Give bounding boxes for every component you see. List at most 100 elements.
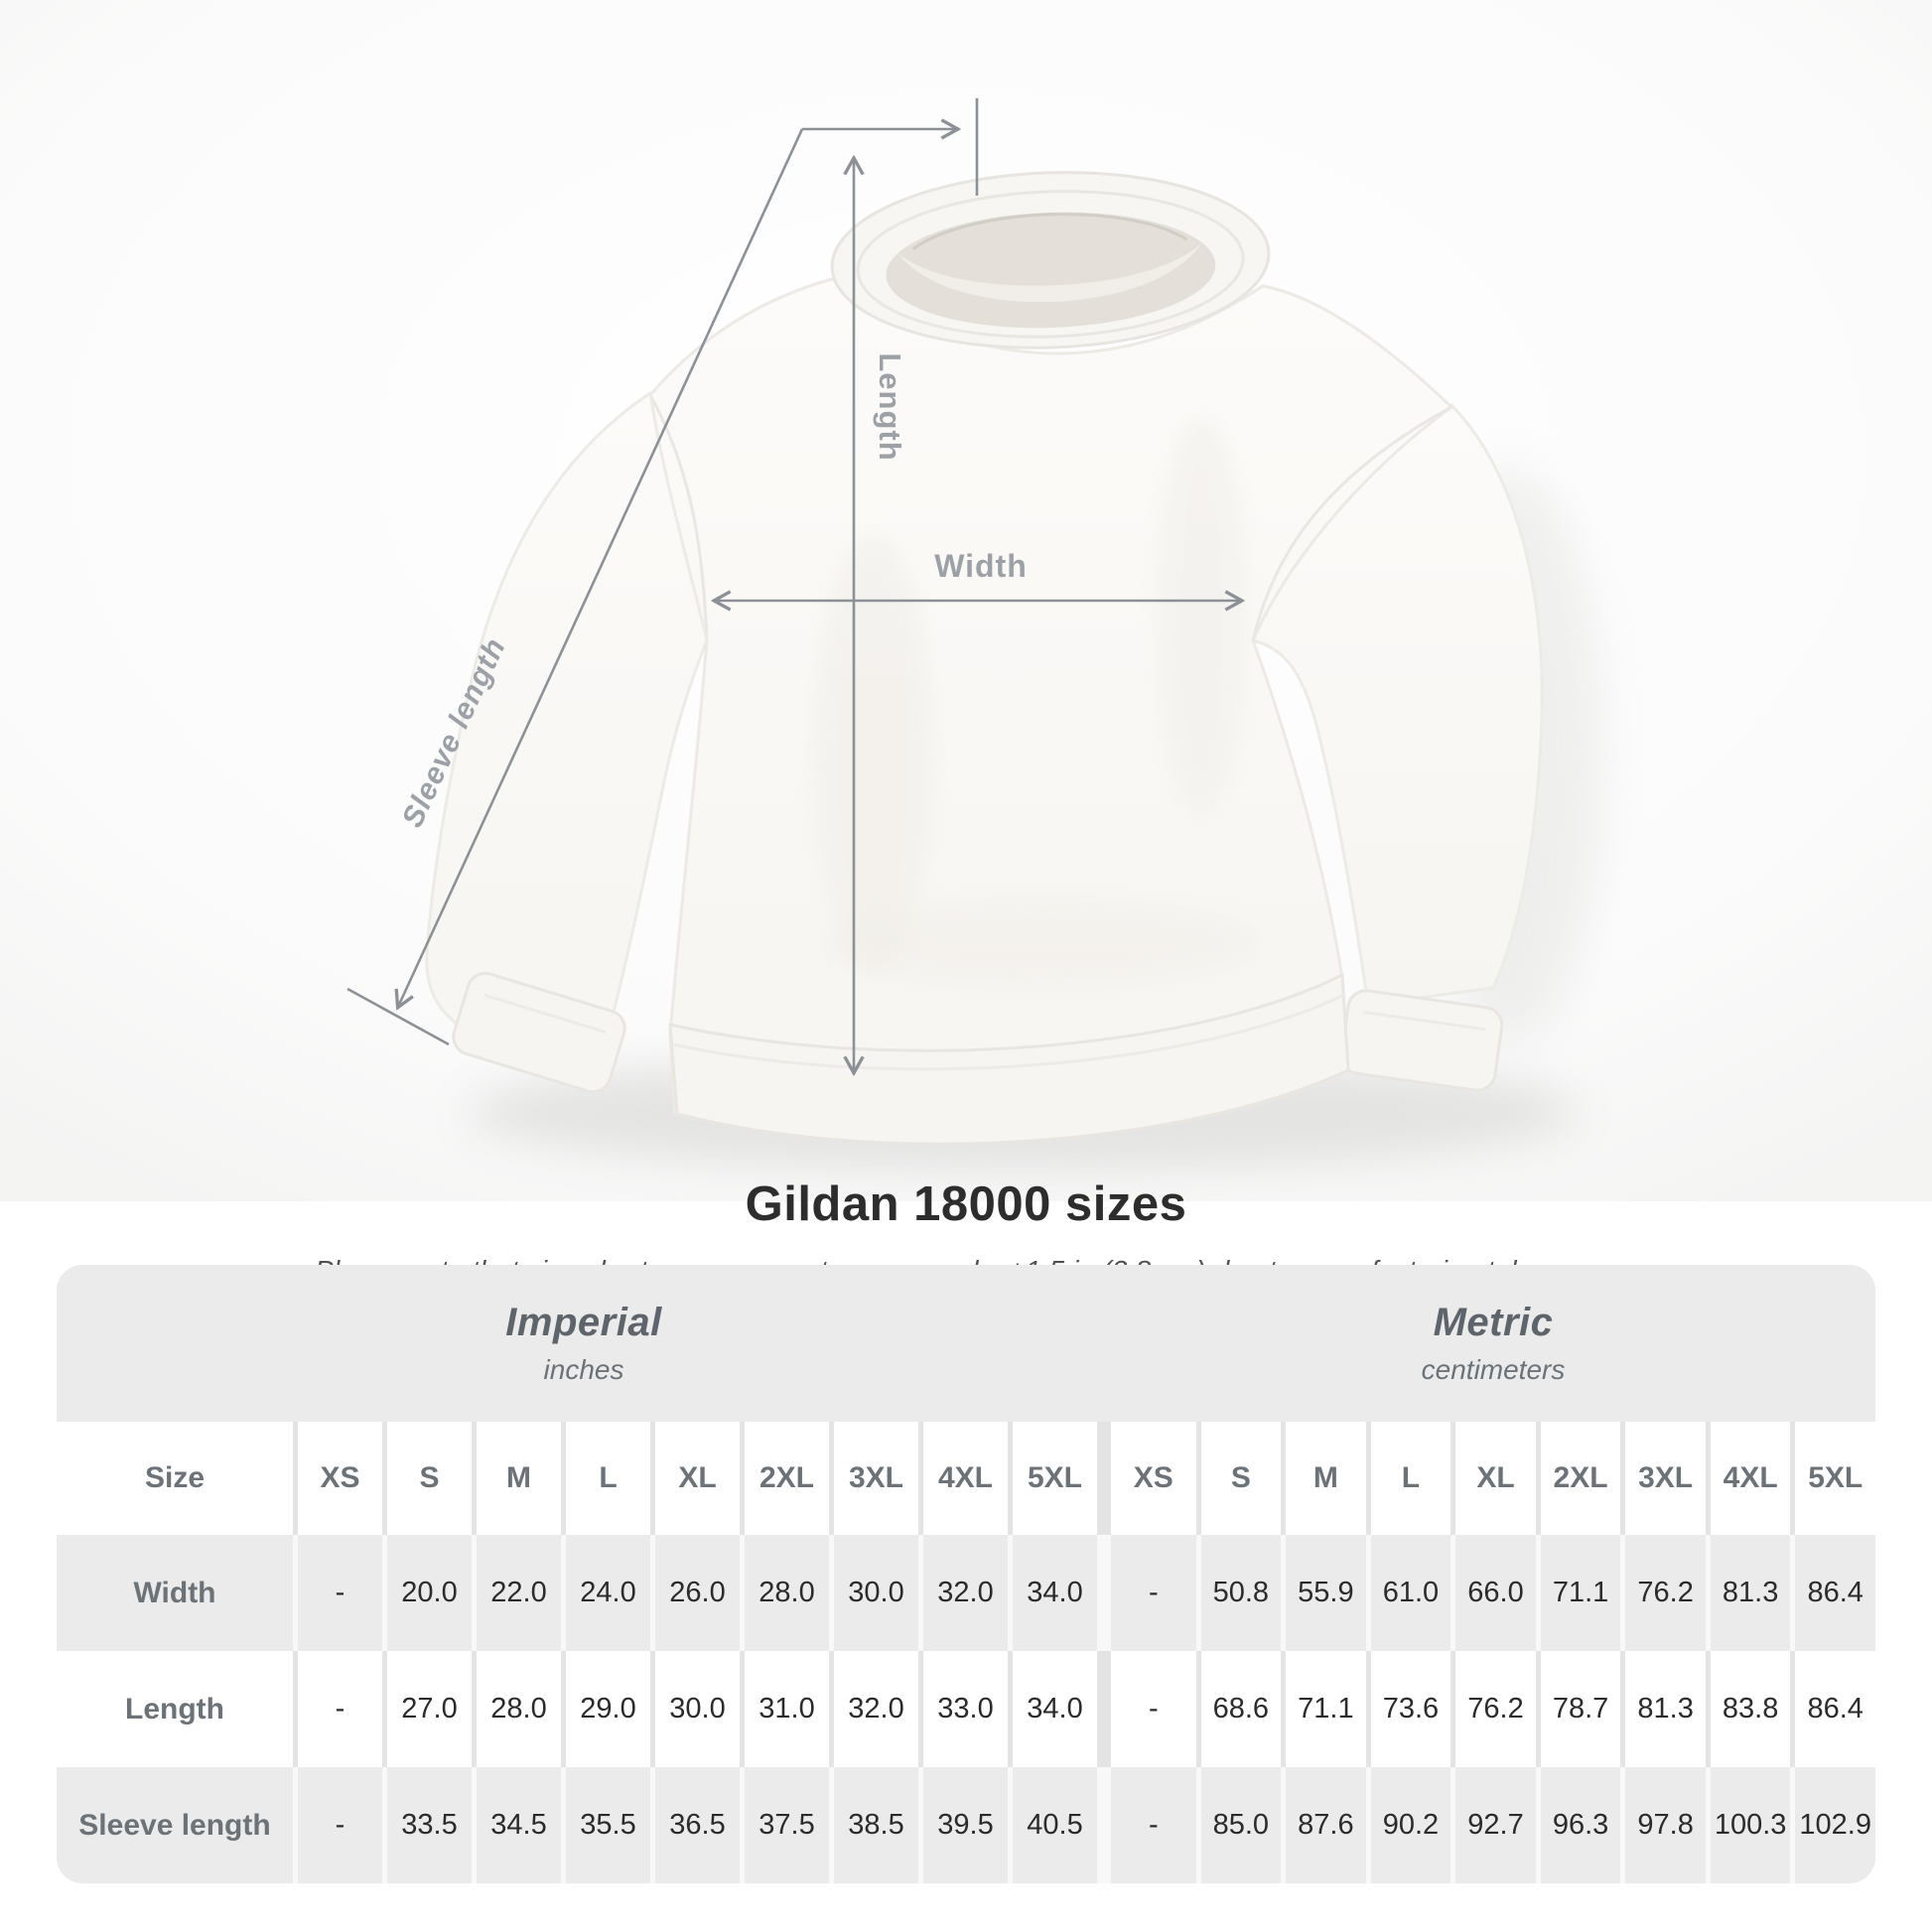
size-header: 5XL bbox=[1790, 1422, 1875, 1535]
row-width: Width - 20.0 22.0 24.0 26.0 28.0 30.0 32… bbox=[57, 1535, 1875, 1651]
collar-inner-light bbox=[897, 242, 1202, 303]
length-annotation-label: Length bbox=[873, 352, 907, 461]
value-cell: 90.2 bbox=[1365, 1767, 1451, 1883]
value-cell: - bbox=[1148, 1809, 1159, 1841]
waistband-seam bbox=[672, 993, 1345, 1071]
value-cell: 55.9 bbox=[1281, 1535, 1366, 1651]
size-header: 5XL bbox=[1008, 1422, 1097, 1535]
size-header: XL bbox=[1450, 1422, 1536, 1535]
value-cell: - bbox=[293, 1535, 382, 1651]
value-cell: 27.0 bbox=[382, 1651, 472, 1767]
value-cell: - bbox=[293, 1767, 382, 1883]
value-cell: 40.5 bbox=[1008, 1767, 1097, 1883]
back-neck-seam bbox=[911, 212, 1188, 251]
row-label: Width bbox=[133, 1576, 216, 1609]
unit-group-header: Imperial inches Metric centimeters bbox=[57, 1265, 1875, 1422]
value-cell: 81.3 bbox=[1620, 1651, 1706, 1767]
fold-shading bbox=[824, 898, 1261, 988]
header-row: Size XS S M L XL 2XL 3XL 4XL 5XL XS S M … bbox=[57, 1422, 1875, 1535]
right-cuff-rib bbox=[1363, 1011, 1486, 1032]
value-cell: 33.5 bbox=[382, 1767, 472, 1883]
value-cell: 86.4 bbox=[1790, 1535, 1875, 1651]
unit-divider bbox=[1097, 1651, 1111, 1767]
size-header: L bbox=[561, 1422, 650, 1535]
value-cell: 85.0 bbox=[1195, 1767, 1282, 1883]
size-header: M bbox=[1281, 1422, 1366, 1535]
sleeve-length-measure-line bbox=[398, 128, 804, 1007]
value-cell: - bbox=[293, 1651, 382, 1767]
value-cell: 30.0 bbox=[829, 1535, 918, 1651]
imperial-group-title: Imperial bbox=[505, 1301, 662, 1344]
product-photo: Length Width Sleeve length bbox=[0, 0, 1932, 1201]
row-label: Length bbox=[125, 1692, 224, 1725]
value-cell: 96.3 bbox=[1535, 1767, 1621, 1883]
value-cell: 73.6 bbox=[1365, 1651, 1451, 1767]
size-header: 4XL bbox=[918, 1422, 1008, 1535]
sweatshirt-illustration: Length Width Sleeve length bbox=[0, 0, 1932, 1201]
value-cell: 39.5 bbox=[918, 1767, 1008, 1883]
right-armhole-seam bbox=[1251, 405, 1452, 641]
value-cell: 20.0 bbox=[382, 1535, 472, 1651]
value-cell: 86.4 bbox=[1790, 1651, 1875, 1767]
value-cell: 71.1 bbox=[1535, 1535, 1621, 1651]
value-cell: - bbox=[1148, 1577, 1159, 1608]
value-cell: 28.0 bbox=[472, 1651, 561, 1767]
value-cell: 97.8 bbox=[1620, 1767, 1706, 1883]
size-header: XL bbox=[650, 1422, 740, 1535]
value-cell: 22.0 bbox=[472, 1535, 561, 1651]
imperial-group-unit: inches bbox=[543, 1354, 624, 1385]
page-title: Gildan 18000 sizes bbox=[745, 1176, 1187, 1231]
size-header: S bbox=[1195, 1422, 1282, 1535]
value-cell: - bbox=[1148, 1693, 1159, 1725]
size-header: L bbox=[1365, 1422, 1451, 1535]
value-cell: 83.8 bbox=[1705, 1651, 1791, 1767]
size-header: S bbox=[382, 1422, 472, 1535]
value-cell: 35.5 bbox=[561, 1767, 650, 1883]
value-cell: 102.9 bbox=[1790, 1767, 1875, 1883]
row-sleeve-length: Sleeve length - 33.5 34.5 35.5 36.5 37.5… bbox=[57, 1767, 1875, 1883]
value-cell: 32.0 bbox=[829, 1651, 918, 1767]
size-header: 2XL bbox=[1535, 1422, 1621, 1535]
value-cell: 37.5 bbox=[740, 1767, 829, 1883]
collar-opening bbox=[886, 211, 1216, 329]
collar bbox=[830, 171, 1271, 349]
size-header: 2XL bbox=[740, 1422, 829, 1535]
value-cell: 32.0 bbox=[918, 1535, 1008, 1651]
value-cell: 50.8 bbox=[1195, 1535, 1282, 1651]
left-cuff bbox=[452, 971, 626, 1094]
size-header: 3XL bbox=[1620, 1422, 1706, 1535]
value-cell: 66.0 bbox=[1450, 1535, 1536, 1651]
cuff-reference-tick bbox=[346, 987, 450, 1046]
value-cell: 38.5 bbox=[829, 1767, 918, 1883]
value-cell: 100.3 bbox=[1705, 1767, 1791, 1883]
imperial-group-header: Imperial inches bbox=[57, 1265, 1111, 1422]
size-header: XS bbox=[293, 1422, 382, 1535]
value-cell: 24.0 bbox=[561, 1535, 650, 1651]
size-header: 4XL bbox=[1705, 1422, 1791, 1535]
value-cell: 33.0 bbox=[918, 1651, 1008, 1767]
column-header-size: Size bbox=[144, 1461, 206, 1494]
value-cell: 71.1 bbox=[1281, 1651, 1366, 1767]
left-cuff-rib bbox=[483, 993, 607, 1035]
metric-group-header: Metric centimeters bbox=[1111, 1265, 1875, 1422]
unit-divider bbox=[1097, 1535, 1111, 1651]
value-cell: 81.3 bbox=[1705, 1535, 1791, 1651]
value-cell: 76.2 bbox=[1450, 1651, 1536, 1767]
size-header: XS bbox=[1133, 1461, 1173, 1494]
fold-shading bbox=[1157, 417, 1246, 814]
size-chart-table: Imperial inches Metric centimeters Size … bbox=[57, 1265, 1875, 1883]
value-cell: 76.2 bbox=[1620, 1535, 1706, 1651]
size-header: M bbox=[472, 1422, 561, 1535]
value-cell: 28.0 bbox=[740, 1535, 829, 1651]
value-cell: 36.5 bbox=[650, 1767, 740, 1883]
row-label: Sleeve length bbox=[78, 1808, 271, 1842]
value-cell: 87.6 bbox=[1281, 1767, 1366, 1883]
value-cell: 31.0 bbox=[740, 1651, 829, 1767]
value-cell: 34.5 bbox=[472, 1767, 561, 1883]
row-length: Length - 27.0 28.0 29.0 30.0 31.0 32.0 3… bbox=[57, 1651, 1875, 1767]
size-header: 3XL bbox=[829, 1422, 918, 1535]
unit-divider bbox=[1097, 1767, 1111, 1883]
value-cell: 26.0 bbox=[650, 1535, 740, 1651]
waistband bbox=[668, 973, 1350, 1146]
